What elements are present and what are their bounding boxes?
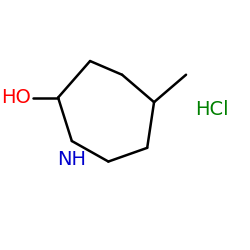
Text: NH: NH (57, 150, 86, 169)
Text: HCl: HCl (195, 100, 229, 118)
Text: HO: HO (1, 88, 31, 107)
